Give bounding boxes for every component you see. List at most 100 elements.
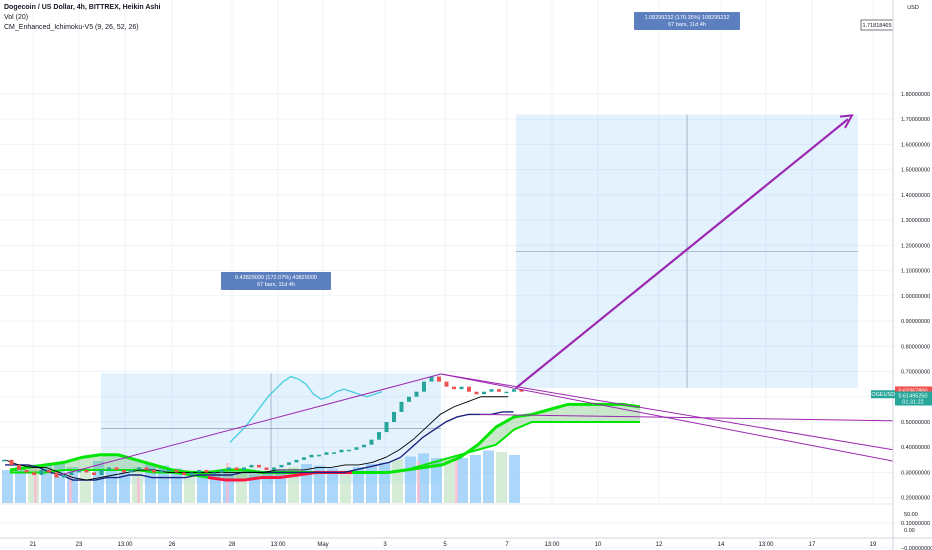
volume-spike [226,463,229,503]
y-tick-label: 0.80000000 [901,344,930,350]
candle [39,469,44,476]
candle [197,469,201,473]
volume-bar [353,467,364,503]
x-tick-label: 17 [809,542,816,548]
volume-bar [483,450,494,503]
candle [347,449,351,452]
candle [182,472,186,476]
last-price-badge [895,386,932,395]
x-tick-label: 23 [76,542,83,548]
volume-spike [417,461,420,503]
candle [444,381,449,387]
candle [9,459,14,465]
candle [264,467,269,470]
candle [467,386,471,392]
volume-bar [405,456,416,503]
x-tick-label: 3 [383,542,387,548]
volume-bar [379,462,390,503]
x-tick-label: 5 [443,542,447,548]
x-tick-label: 7 [505,542,509,548]
ichimoku-legend: CM_Enhanced_Ichimoku-V5 (9, 26, 52, 26) [4,24,139,31]
volume-bar [314,465,325,503]
candle [17,464,21,470]
candle [452,386,456,390]
candle [189,472,194,476]
candle [519,389,524,392]
volume-bar [197,473,208,503]
candle [459,386,464,390]
candle [144,467,149,470]
x-tick-label: 26 [169,542,176,548]
candle [429,376,434,382]
volume-bar [2,470,13,503]
candle [227,467,231,470]
candle [99,469,104,476]
y-tick-label: 0.90000000 [901,319,930,325]
volume-bar [210,471,221,503]
x-tick-label: 28 [229,542,236,548]
candle [92,472,96,476]
volume-bar [106,470,117,503]
volume-spike [455,459,458,503]
candle [212,472,216,474]
symbol-label: DOGEUSDT [867,392,899,398]
volume-tick-label: 0.00 [904,528,915,534]
candle [47,469,51,473]
candle [32,472,36,476]
candle [272,467,276,470]
volume-bar [171,468,182,503]
candle [234,467,239,470]
candle [249,464,254,468]
volume-bar [28,464,39,503]
y-tick-label: 0.30000000 [901,470,930,476]
candle [152,469,156,473]
volume-spike [34,468,37,503]
volume-bar [327,468,338,503]
candle [107,467,111,470]
candle [369,439,374,445]
ichimoku-cloud [10,404,640,481]
volume-bar [301,464,312,503]
volume-tick-label: 50.00 [904,512,918,518]
y-tick-label: 1.20000000 [901,243,930,249]
candle [392,411,396,422]
candle [362,444,366,448]
x-tick-label: 14 [718,542,725,548]
candle [324,452,329,455]
volume-bar [392,459,403,503]
volume-bar [236,473,247,503]
y-tick-label: −0.00000000 [901,546,932,550]
x-tick-label: 13:00 [117,542,133,548]
y-tick-label: 1.50000000 [901,168,930,174]
candle [437,376,441,382]
trendline-horiz [479,413,894,422]
volume-bar [444,461,455,503]
candle [62,475,66,478]
candle [129,469,134,473]
y-tick-label: 0.20000000 [901,496,930,502]
candle [414,391,419,397]
volume-bar [340,470,351,503]
projection-1-label-text: 0.43829000 (172.07%) 43829000 [235,275,317,281]
volume-bar [145,464,156,503]
candle [339,449,344,453]
y-tick-label: 1.40000000 [901,193,930,199]
candle [84,469,89,473]
candle [2,459,6,462]
secondary-price-label: 0.61495250 [898,393,927,399]
last-price-label: 0.62367800 [898,388,927,394]
y-tick-label: 1.30000000 [901,218,930,224]
candle [377,432,381,440]
candle [504,391,509,394]
volume-bar [93,461,104,503]
candle [69,472,74,476]
volume-bar [457,458,468,503]
candle [309,454,314,458]
symbol-badge [871,390,895,399]
candle [287,462,291,465]
y-tick-label: 0.10000000 [901,521,930,527]
projection-2-label-box [634,12,740,30]
candle [489,389,494,392]
volume-bar [54,462,65,503]
